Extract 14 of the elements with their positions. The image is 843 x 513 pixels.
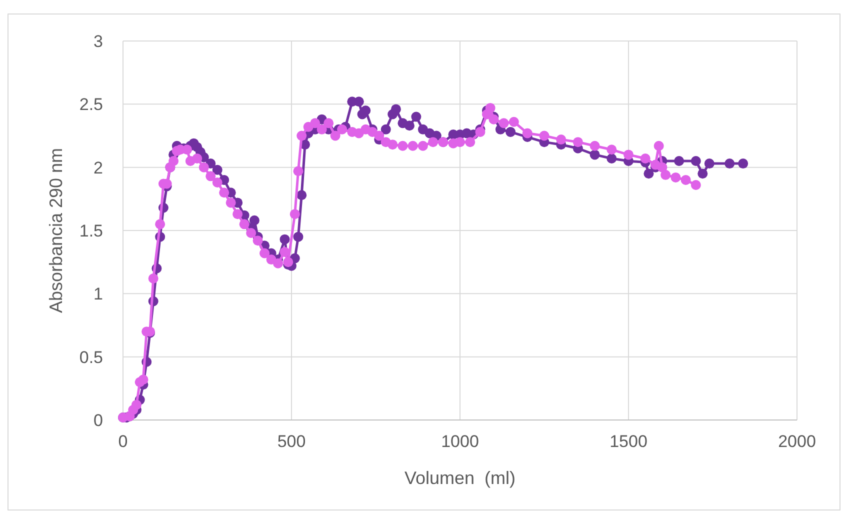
y-tick-label: 0 xyxy=(94,410,103,430)
x-tick-label: 2000 xyxy=(778,432,816,451)
x-tick-label: 0 xyxy=(118,432,128,451)
y-tick-label: 1 xyxy=(94,284,103,304)
y-tick-label: 1.5 xyxy=(79,221,103,240)
x-tick-label: 1000 xyxy=(441,432,479,451)
y-axis-title: Absorbancia 290 nm xyxy=(46,148,66,314)
y-tick-label: 2.5 xyxy=(79,95,103,114)
x-tick-label: 500 xyxy=(277,432,306,451)
y-tick-label: 2 xyxy=(94,158,103,178)
x-tick-label: 1500 xyxy=(610,432,648,451)
y-tick-label: 0.5 xyxy=(79,348,103,367)
y-tick-label: 3 xyxy=(94,32,103,51)
x-axis-title: Volumen (ml) xyxy=(404,468,516,488)
